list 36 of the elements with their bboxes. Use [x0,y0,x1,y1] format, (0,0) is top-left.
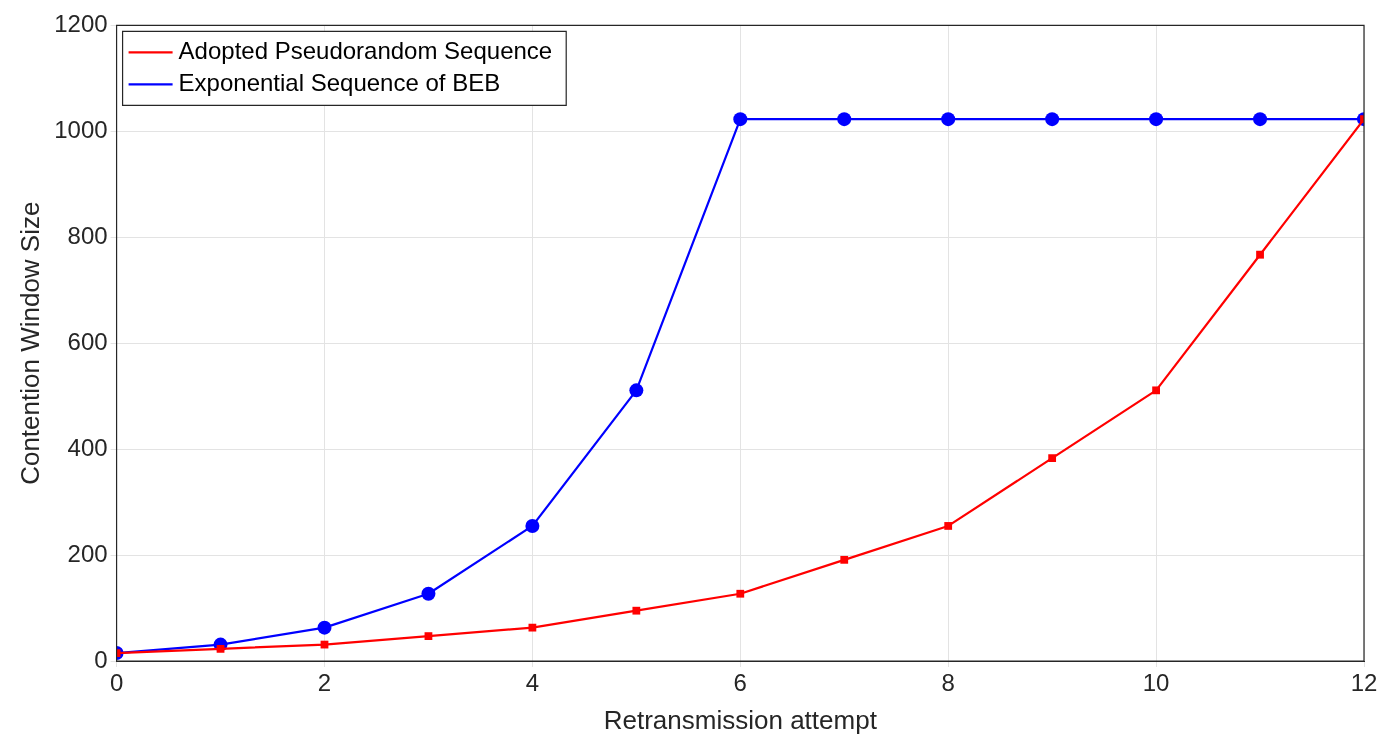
y-tick-label: 600 [67,327,108,355]
y-tick-label: 1000 [54,115,108,143]
point [733,112,748,127]
point [424,632,433,640]
point [1149,112,1164,127]
point [941,112,956,127]
x-tick-label: 6 [733,669,747,697]
y-tick-label: 200 [67,539,108,567]
point [1256,250,1264,259]
point [944,522,953,530]
point [629,383,644,398]
y-tick-label: 1200 [54,10,108,38]
legend-label: Exponential Sequence of BEB [178,69,501,97]
point [632,606,641,615]
point [837,112,852,127]
x-tick-label: 10 [1142,669,1170,697]
point [1152,386,1160,395]
x-tick-label: 4 [525,669,540,697]
point [317,620,332,635]
legend-label: Adopted Pseudorandom Sequence [178,37,553,65]
y-axis-title: Contention Window Size [14,201,45,485]
x-tick-label: 2 [317,669,332,697]
point [1048,454,1057,463]
point [736,589,745,598]
x-axis-title: Retransmission attempt [603,704,878,735]
point [1253,112,1268,127]
x-tick-label: 12 [1350,669,1378,697]
y-tick-label: 800 [67,221,108,249]
point [525,518,540,533]
point [421,586,436,601]
point [840,555,849,564]
x-tick-label: 8 [941,669,955,697]
y-tick-label: 400 [67,433,108,461]
point [528,623,537,632]
point [1045,112,1060,127]
y-tick-label: 0 [94,645,108,673]
